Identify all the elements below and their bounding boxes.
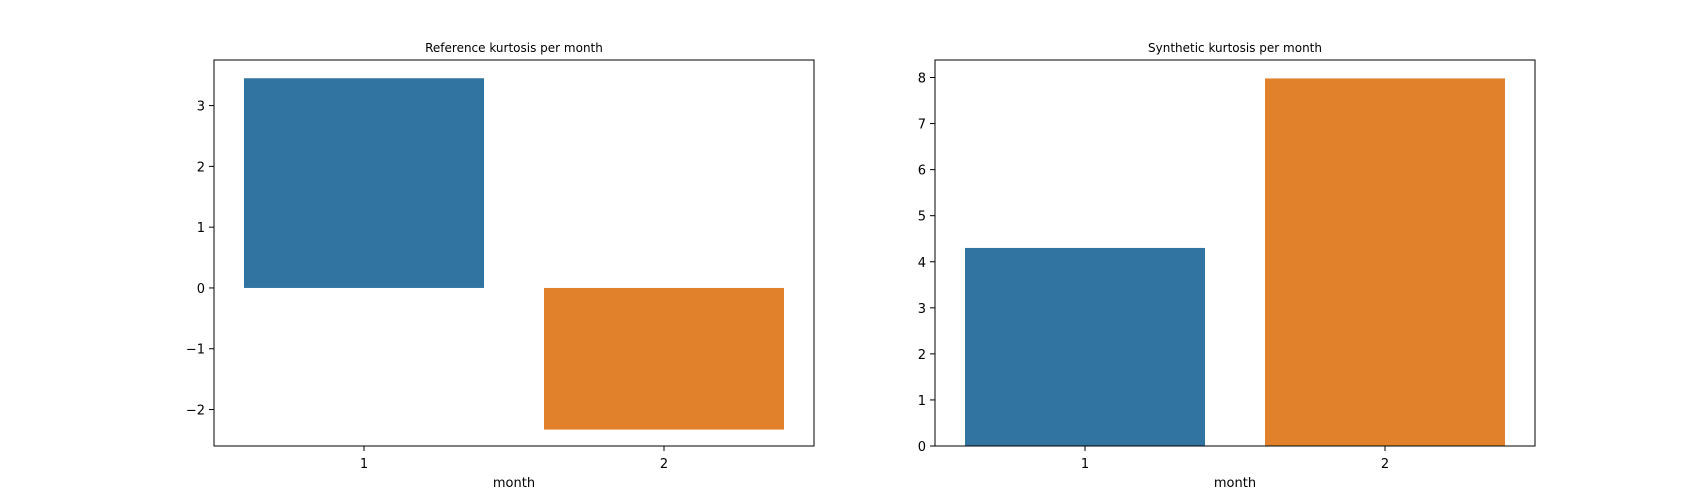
y-tick-label: 0 [918, 440, 926, 455]
y-tick-label: 8 [918, 72, 926, 87]
bar-month-2 [1265, 78, 1505, 447]
x-tick-label: 1 [360, 457, 368, 472]
x-axis-label: month [1214, 476, 1256, 491]
x-tick-label: 2 [660, 457, 668, 472]
y-tick-label: 7 [918, 118, 926, 133]
y-tick-label: 2 [918, 348, 926, 363]
x-tick-label: 2 [1381, 457, 1389, 472]
chart-panel-1: 3 2 1 0 −1 −2 1 2 Reference kurtosis per month mo… [186, 41, 815, 491]
plot-frame [213, 59, 815, 447]
y-tick-label: 6 [918, 164, 926, 179]
y-tick-label: 0 [197, 282, 205, 297]
y-tick-label: −1 [186, 343, 205, 358]
y-tick-label: −2 [186, 404, 205, 419]
bar-month-1 [965, 247, 1205, 446]
x-tick-label: 1 [1081, 457, 1089, 472]
x-axis-label: month [493, 476, 535, 491]
chart-panel-2: 0 1 2 3 4 5 6 7 8 1 2 Synthetic kurtosis per month m… [918, 41, 1536, 491]
y-tick-label: 5 [918, 210, 926, 225]
y-tick-label: 3 [918, 302, 926, 317]
y-tick-label: 3 [197, 100, 205, 115]
y-tick-label: 1 [197, 221, 205, 236]
y-tick-label: 1 [918, 394, 926, 409]
bar-month-1 [244, 78, 484, 288]
bar-month-2 [544, 287, 784, 430]
chart-title: Reference kurtosis per month [425, 41, 603, 55]
y-tick-label: 4 [918, 256, 926, 271]
plot-frame [934, 59, 1536, 447]
y-tick-label: 2 [197, 160, 205, 175]
chart-title: Synthetic kurtosis per month [1148, 41, 1322, 55]
